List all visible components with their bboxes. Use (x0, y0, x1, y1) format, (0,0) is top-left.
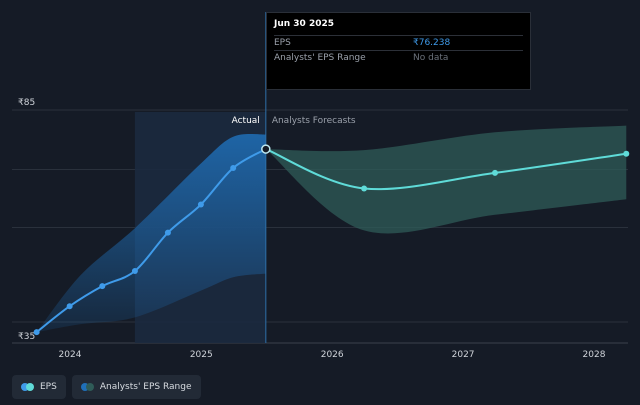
eps-forecast-point-2 (492, 169, 499, 176)
eps-tooltip: Jun 30 2025 EPS ₹76.238 Analysts' EPS Ra… (266, 12, 531, 90)
tooltip-row-eps: EPS ₹76.238 (274, 35, 523, 50)
legend-item-eps-range[interactable]: Analysts' EPS Range (71, 375, 201, 399)
forecast-region-label: Analysts Forecasts (272, 116, 356, 126)
legend-eps-icon (21, 383, 34, 391)
tooltip-date: Jun 30 2025 (274, 19, 335, 29)
x-tick-label-2028: 2028 (583, 350, 606, 360)
actual-region-label: Actual (232, 116, 260, 126)
analysts-eps-range-band (265, 125, 627, 234)
tooltip-range-value: No data (413, 53, 449, 63)
tooltip-eps-label: EPS (274, 38, 291, 48)
x-tick-label-2025: 2025 (190, 350, 213, 360)
legend-range-icon (80, 383, 94, 391)
eps-forecast-point-3 (623, 150, 630, 157)
eps-forecast-point-1 (361, 185, 368, 192)
eps-point-2 (99, 283, 106, 290)
eps-point-1 (66, 303, 73, 310)
eps-forecast-line (265, 148, 627, 191)
eps-point-0 (33, 329, 40, 336)
eps-line (36, 148, 267, 333)
eps-point-3 (131, 268, 138, 275)
legend-item-eps[interactable]: EPS (12, 375, 66, 399)
x-tick-label-2026: 2026 (321, 350, 344, 360)
legend-range-label: Analysts' EPS Range (99, 382, 192, 392)
y-tick-label-bottom: ₹35 (18, 332, 35, 342)
eps-highlight-point (261, 144, 271, 154)
eps-point-5 (197, 201, 204, 208)
tooltip-eps-value: ₹76.238 (413, 38, 451, 48)
actual-eps-range-band (36, 133, 266, 333)
eps-point-4 (164, 229, 171, 236)
eps-point-6 (230, 164, 237, 171)
tooltip-range-label: Analysts' EPS Range (274, 53, 366, 63)
chart-legend: EPS Analysts' EPS Range (12, 375, 201, 399)
x-tick-label-2024: 2024 (59, 350, 82, 360)
legend-eps-label: EPS (40, 382, 57, 392)
tooltip-row-range: Analysts' EPS Range No data (274, 50, 523, 65)
y-tick-label-top: ₹85 (18, 98, 35, 108)
x-tick-label-2027: 2027 (452, 350, 475, 360)
